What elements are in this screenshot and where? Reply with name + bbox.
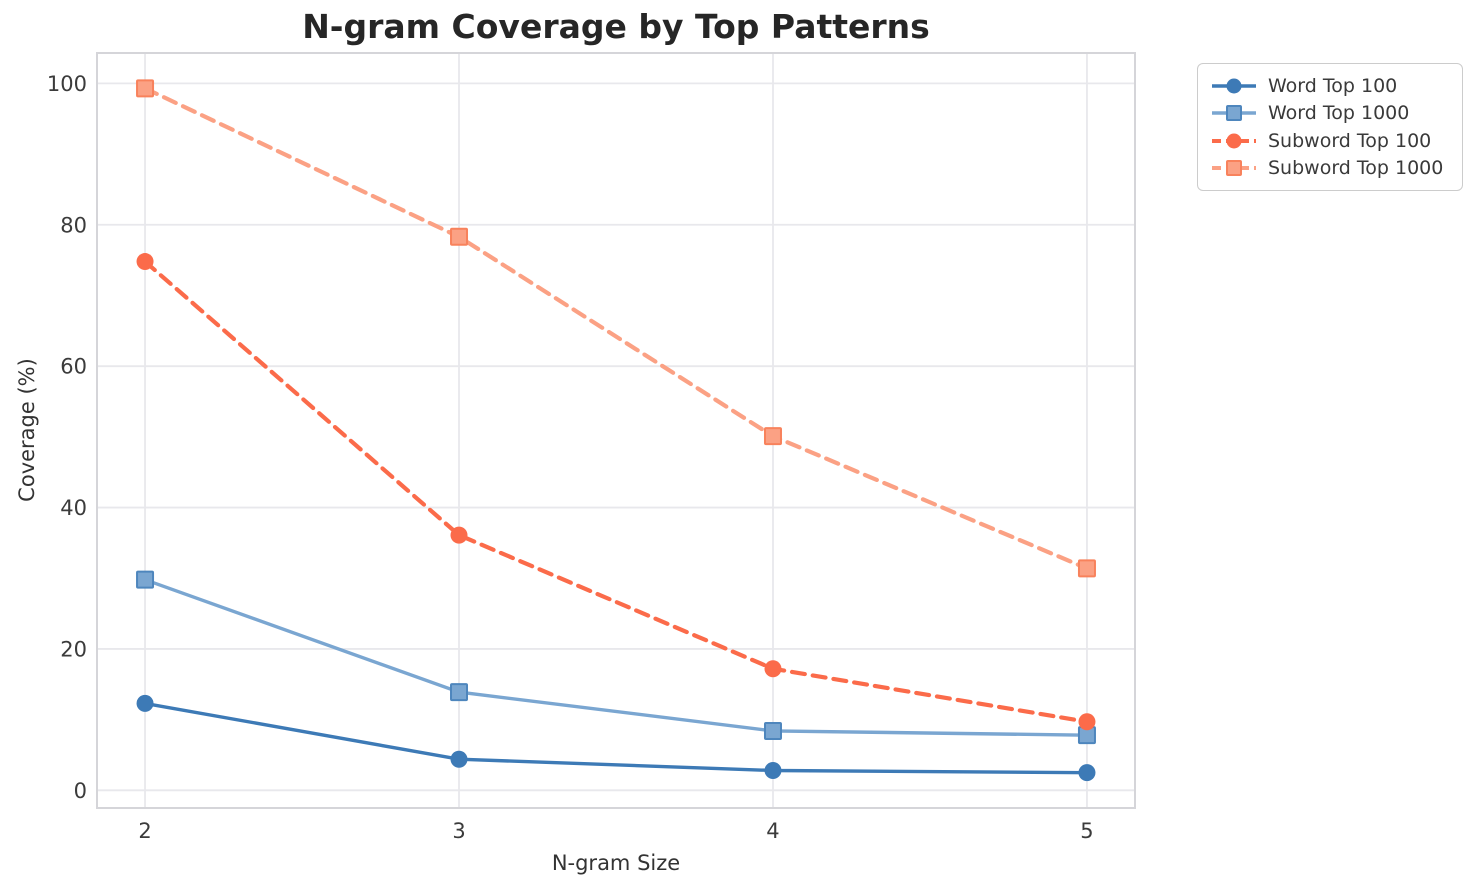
marker-word-top-100	[136, 694, 154, 712]
series-subword-top-1000	[136, 79, 1096, 578]
marker-subword-top-1000	[1077, 559, 1096, 578]
series-word-top-1000	[136, 570, 1096, 745]
series-line-word-top-100	[143, 701, 1089, 775]
series-line-word-top-1000	[143, 578, 1089, 737]
chart-title: N-gram Coverage by Top Patterns	[302, 7, 930, 46]
marker-subword-top-1000	[136, 79, 155, 98]
marker-word-top-1000	[763, 721, 782, 740]
legend: Word Top 100 Word Top 1000 Subword Top 100…	[1197, 63, 1463, 191]
legend-item-word-top-1000: Word Top 1000	[1210, 100, 1450, 126]
legend-item-subword-top-100: Subword Top 100	[1210, 128, 1450, 154]
y-tick-label: 0	[74, 779, 87, 803]
legend-item-word-top-100: Word Top 100	[1210, 73, 1450, 99]
marker-word-top-1000	[136, 570, 155, 589]
legend-label: Subword Top 100	[1268, 129, 1432, 152]
legend-marker-subword-top-100	[1226, 133, 1242, 149]
marker-subword-top-100	[764, 660, 782, 678]
legend-swatch-subword-top-1000	[1212, 159, 1256, 176]
marker-subword-top-100	[136, 253, 154, 271]
legend-label: Word Top 1000	[1268, 102, 1410, 125]
x-tick-label: 3	[452, 819, 465, 843]
legend-swatch-word-top-1000	[1212, 105, 1256, 122]
marker-word-top-100	[450, 750, 468, 768]
y-axis-label: Coverage (%)	[15, 358, 40, 502]
marker-subword-top-1000	[763, 427, 782, 446]
marker-word-top-1000	[450, 683, 469, 702]
series-word-top-100	[136, 694, 1096, 782]
marker-subword-top-100	[1078, 713, 1096, 731]
x-tick-label: 2	[138, 819, 151, 843]
marker-word-top-100	[764, 762, 782, 780]
legend-marker-word-top-100	[1226, 78, 1242, 94]
legend-marker-subword-top-1000	[1226, 159, 1242, 176]
y-tick-label: 60	[60, 355, 87, 379]
marker-subword-top-1000	[450, 227, 469, 246]
x-tick-label: 4	[766, 819, 779, 843]
legend-label: Word Top 100	[1268, 75, 1398, 97]
y-tick-label: 80	[60, 213, 87, 237]
legend-swatch-subword-top-100	[1212, 133, 1256, 149]
plot-border	[96, 52, 1136, 809]
marker-subword-top-100	[450, 526, 468, 544]
x-axis-label: N-gram Size	[551, 851, 681, 875]
marker-word-top-100	[1078, 764, 1096, 782]
y-tick-label: 40	[60, 496, 87, 520]
series-subword-top-100	[136, 253, 1096, 731]
legend-item-subword-top-1000: Subword Top 1000	[1210, 155, 1450, 181]
legend-label: Subword Top 1000	[1268, 156, 1444, 179]
legend-marker-word-top-1000	[1226, 105, 1242, 122]
y-tick-label: 100	[47, 72, 87, 96]
series-line-subword-top-100	[142, 259, 1090, 724]
x-tick-label: 5	[1080, 819, 1093, 843]
legend-swatch-word-top-100	[1212, 78, 1256, 94]
series-line-subword-top-1000	[142, 86, 1090, 571]
y-tick-label: 20	[60, 637, 87, 661]
